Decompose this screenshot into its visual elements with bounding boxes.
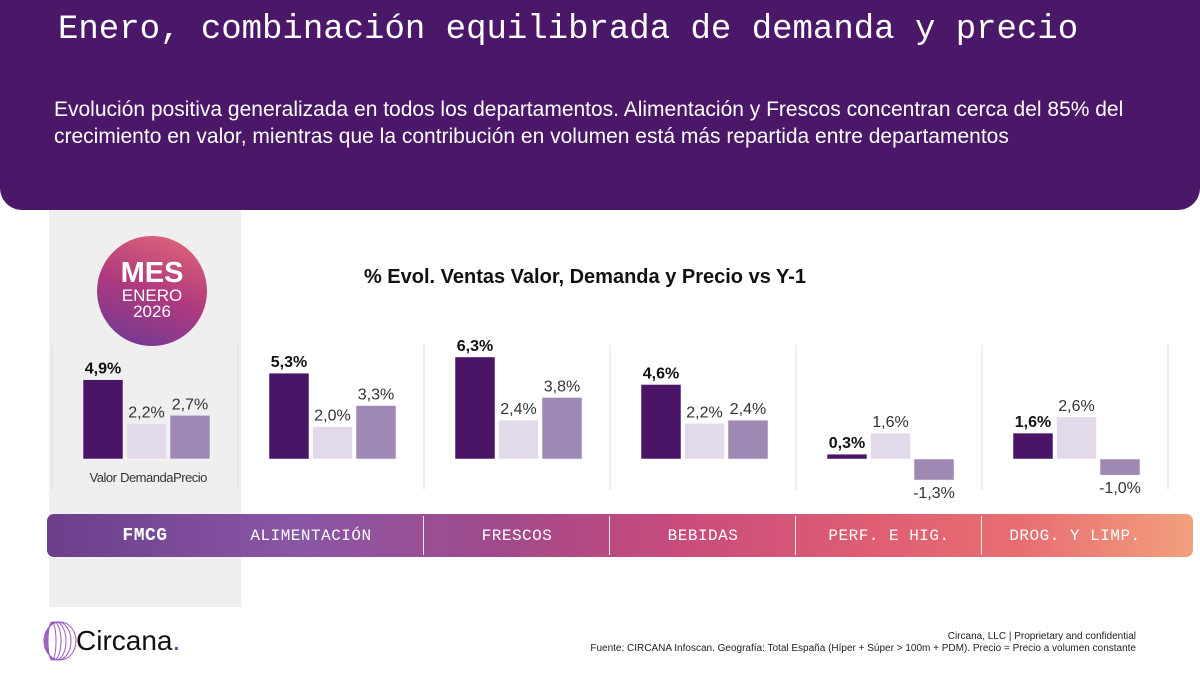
legend-label-valor: Valor [90, 470, 118, 485]
data-label: 2,2% [128, 404, 164, 421]
legend-label-precio: Precio [173, 470, 207, 485]
bar-valor [82, 379, 124, 460]
bar-demanda [684, 423, 725, 460]
data-label: 1,6% [872, 414, 908, 431]
badge-line1: MES [120, 257, 184, 289]
data-label: -1,3% [913, 485, 955, 502]
bar-valor [1012, 432, 1054, 460]
page-subtitle: Evolución positiva generalizada en todos… [54, 98, 1124, 148]
logo-dot: . [172, 625, 181, 656]
footer: Circana, LLC | Proprietary and confident… [590, 631, 1136, 655]
data-label: 6,3% [457, 338, 493, 355]
category-divider [981, 516, 982, 555]
bar-valor [640, 384, 682, 460]
bar-precio [1099, 458, 1141, 476]
category-divider [423, 516, 424, 555]
category-label: BEBIDAS [667, 527, 739, 545]
category-label: FRESCOS [481, 527, 553, 545]
bar-valor [268, 372, 310, 460]
bar-precio [541, 397, 583, 460]
bar-demanda [498, 419, 539, 460]
data-label: -1,0% [1099, 480, 1141, 497]
page-title: Enero, combinación equilibrada de demand… [58, 11, 1079, 49]
bar-demanda [312, 426, 353, 460]
category-divider [795, 516, 796, 555]
data-label: 2,4% [730, 401, 766, 418]
logo-text: Circana [76, 625, 173, 656]
circana-logo: Circana. [40, 620, 180, 662]
category-label: PERF. E HIG. [828, 527, 950, 545]
category-label: ALIMENTACIÓN [250, 527, 372, 545]
data-label: 5,3% [271, 354, 307, 371]
footer-source: Fuente: CIRCANA Infoscan. Geografía: Tot… [590, 643, 1136, 654]
logo-wordmark: Circana. [76, 625, 180, 657]
footer-company: Circana, LLC | Proprietary and confident… [947, 631, 1136, 642]
data-label: 2,6% [1058, 398, 1094, 415]
data-label: 3,3% [358, 387, 394, 404]
category-divider [609, 516, 610, 555]
month-badge: MES ENERO 2026 [97, 236, 207, 346]
category-label: DROG. Y LIMP. [1009, 527, 1141, 545]
header-banner: Enero, combinación equilibrada de demand… [0, 0, 1200, 210]
badge-line3: 2026 [133, 302, 171, 321]
bar-precio [169, 415, 211, 460]
category-label: FMCG [122, 526, 168, 546]
legend-label-demanda: Demanda [120, 470, 174, 485]
data-label: 1,6% [1015, 414, 1051, 431]
data-label: 2,2% [686, 404, 722, 421]
data-label: 2,0% [314, 408, 350, 425]
circana-logo-icon [43, 621, 77, 661]
badge-line2: ENERO [121, 286, 183, 305]
data-label: 2,7% [172, 396, 208, 413]
data-label: 4,9% [85, 361, 121, 378]
chart-title: % Evol. Ventas Valor, Demanda y Precio v… [363, 266, 807, 288]
bar-demanda [870, 432, 911, 460]
bar-demanda [1056, 416, 1097, 460]
data-label: 4,6% [643, 365, 679, 382]
bar-precio [913, 458, 955, 481]
data-label: 3,8% [544, 378, 580, 395]
bar-valor [826, 453, 868, 460]
bar-demanda [126, 423, 167, 460]
category-band: FMCG ALIMENTACIÓN FRESCOS BEBIDAS PERF. E HI… [47, 514, 1193, 557]
bar-precio [727, 419, 769, 460]
bar-valor [454, 356, 496, 460]
data-label: 0,3% [829, 435, 865, 452]
data-label: 2,4% [500, 401, 536, 418]
bar-precio [355, 405, 397, 460]
